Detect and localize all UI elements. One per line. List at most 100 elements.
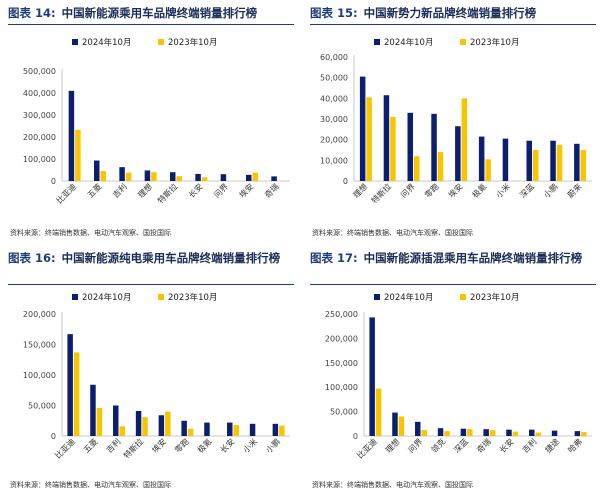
bar	[581, 432, 587, 436]
bar	[94, 160, 100, 181]
bar	[467, 429, 473, 436]
bar	[556, 144, 563, 181]
bar	[390, 116, 396, 181]
bar-chart: 2024年10月 2023年10月 0 50,000 100,000 150,000 200…	[8, 290, 296, 470]
y-tick-label: 0	[343, 177, 348, 186]
bar	[204, 422, 210, 436]
chart-svg: 2024年10月 2023年10月 0 50,000 100,000 150,000 200…	[325, 292, 592, 460]
legend-swatch	[72, 294, 78, 300]
bar	[246, 174, 252, 181]
source-prefix: 资料来源：	[312, 481, 347, 489]
legend-swatch	[374, 39, 380, 45]
legend-label: 2023年10月	[168, 292, 217, 303]
bar	[125, 172, 132, 181]
bar	[529, 429, 535, 436]
x-tick-label: 理想	[383, 436, 401, 454]
chart-panel-16: 图表 16: 中国新能源纯电乘用车品牌终端销量排行榜 2024年10月 2023年1…	[4, 248, 298, 491]
x-tick-label: 奇瑞	[262, 181, 280, 199]
bar	[279, 425, 285, 436]
bar	[165, 411, 171, 436]
bar	[252, 172, 258, 181]
x-tick-label: 埃安	[446, 181, 464, 199]
title-rule	[8, 284, 294, 285]
y-tick-label: 100,000	[325, 383, 358, 392]
source-text: 终端销售数据、电动汽车观察、国投国际	[347, 481, 473, 489]
x-tick-label: 长安	[186, 181, 204, 199]
x-tick-label: 吉利	[110, 181, 128, 199]
chart-title: 图表 16: 中国新能源纯电乘用车品牌终端销量排行榜	[8, 250, 294, 266]
bar	[187, 428, 194, 436]
x-tick-label: 比亚迪	[355, 436, 379, 460]
bar	[502, 138, 509, 181]
x-tick-label: 埃安	[150, 436, 168, 454]
legend-swatch	[460, 294, 466, 300]
source-text: 终端销售数据、电动汽车观察、国投国际	[45, 481, 171, 489]
x-tick-label: 极氪	[470, 181, 488, 199]
x-tick-label: 特斯拉	[369, 181, 393, 205]
x-tick-label: 小鹏	[541, 181, 559, 199]
y-tick-label: 30,000	[320, 115, 348, 124]
x-tick-label: 哈弗	[566, 436, 584, 454]
y-tick-label: 50,000	[330, 408, 358, 417]
x-tick-label: 特斯拉	[155, 181, 179, 205]
title-rule	[8, 24, 294, 25]
chart-title-text: 中国新能源乘用车品牌终端销量排行榜	[61, 6, 258, 20]
bar-chart: 2024年10月 2023年10月 0 10,000 20,000 30,000 40,00…	[310, 31, 598, 226]
y-tick-label: 100,000	[23, 371, 56, 380]
chart-svg: 2024年10月 2023年10月 0 50,000 100,000 150,000 200…	[23, 292, 290, 460]
bar	[75, 129, 81, 181]
bar	[526, 140, 532, 181]
chart-label: 图表 17:	[310, 251, 358, 265]
chart-svg: 2024年10月 2023年10月 0 10,000 20,000 30,000 40,00…	[320, 37, 592, 205]
x-tick-label: 蔚来	[565, 181, 583, 199]
bar	[151, 172, 157, 181]
chart-title: 图表 14: 中国新能源乘用车品牌终端销量排行榜	[8, 5, 294, 21]
x-tick-label: 特斯拉	[121, 436, 145, 460]
bar	[195, 173, 201, 181]
bar	[233, 425, 239, 436]
bar	[359, 76, 366, 181]
x-tick-label: 零跑	[173, 437, 191, 455]
legend-swatch	[374, 294, 380, 300]
y-tick-label: 150,000	[325, 359, 358, 368]
bar	[414, 156, 420, 181]
bar	[533, 150, 539, 181]
bar	[574, 431, 581, 436]
bar	[383, 95, 390, 181]
bar	[392, 412, 398, 436]
chart-title: 图表 15: 中国新势力新品牌终端销量排行榜	[310, 5, 596, 21]
bar	[100, 171, 106, 181]
bar	[119, 426, 125, 436]
bar	[366, 97, 372, 181]
chart-title: 图表 17: 中国新能源插混乘用车品牌终端销量排行榜	[310, 250, 596, 266]
bar	[478, 136, 485, 181]
x-tick-label: 比亚迪	[53, 436, 77, 460]
y-tick-label: 500,000	[23, 67, 56, 76]
legend-swatch	[72, 39, 78, 45]
bar	[181, 420, 187, 436]
bar	[551, 430, 558, 436]
source-note: 资料来源：终端销售数据、电动汽车观察、国投国际	[312, 480, 473, 490]
bar	[272, 423, 279, 436]
x-tick-label: 埃安	[237, 181, 255, 199]
bar	[483, 429, 489, 436]
x-tick-label: 问界	[399, 182, 417, 200]
legend-swatch	[158, 294, 164, 300]
bar	[489, 430, 496, 436]
y-tick-label: 200,000	[325, 334, 358, 343]
chart-label: 图表 16:	[8, 251, 56, 265]
x-tick-label: 奇瑞	[474, 436, 492, 454]
x-tick-label: 领克	[429, 436, 447, 454]
chart-panel-14: 图表 14: 中国新能源乘用车品牌终端销量排行榜 2024年10月 2023年10月…	[4, 3, 298, 246]
bar	[421, 430, 427, 436]
x-tick-label: 吉利	[520, 436, 538, 454]
x-tick-label: 零跑	[423, 182, 441, 200]
bar	[73, 352, 80, 436]
x-tick-label: 五菱	[85, 181, 103, 199]
chart-panel-15: 图表 15: 中国新势力新品牌终端销量排行榜 2024年10月 2023年10月 0 1…	[306, 3, 600, 246]
bar	[580, 150, 587, 181]
bar	[506, 429, 512, 436]
bar	[461, 98, 468, 181]
x-tick-label: 问界	[407, 437, 425, 455]
bar	[67, 334, 73, 436]
